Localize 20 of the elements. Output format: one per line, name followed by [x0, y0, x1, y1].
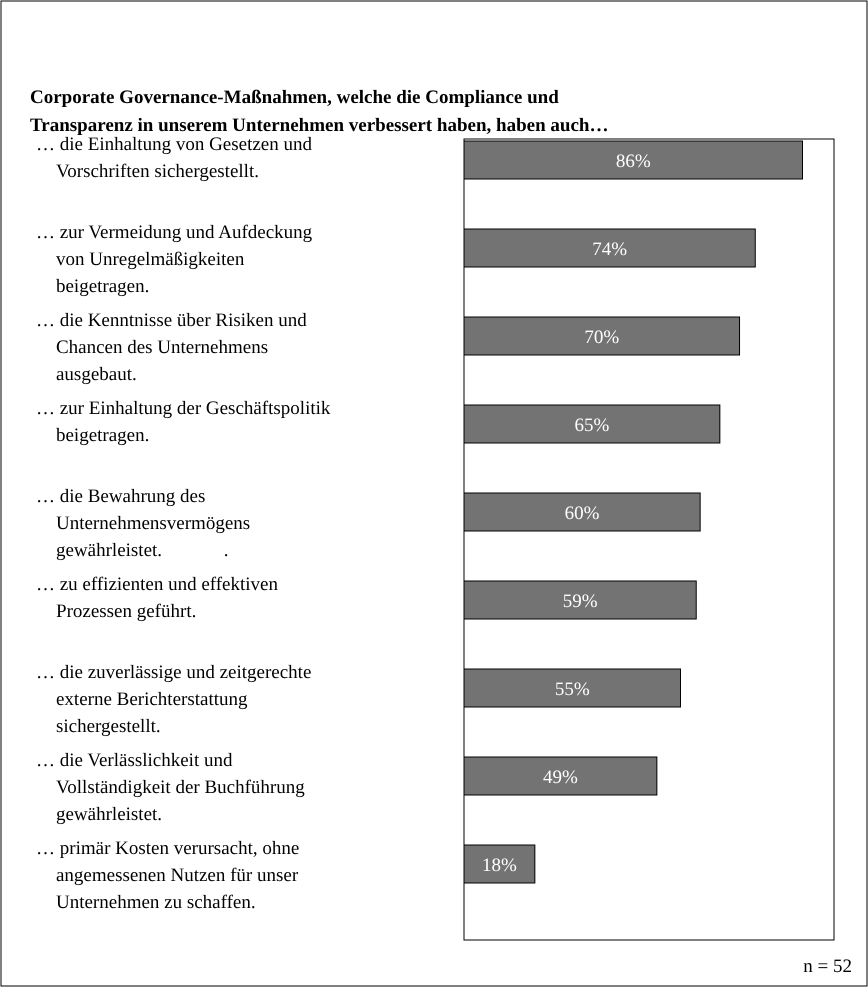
- data-label: 55%: [554, 679, 590, 700]
- y-tick-label: … die Verlässlichkeit und Vollständigkeit der Buchführung gewährleistet.: [36, 750, 306, 825]
- data-label: 59%: [562, 591, 598, 612]
- data-label: 65%: [574, 415, 610, 436]
- y-tick-label: … die Einhaltung von Gesetzen und Vorschriften sichergestellt.: [36, 134, 312, 182]
- text: n = 52: [803, 956, 852, 977]
- y-tick-label: … zur Einhaltung der Geschäftspolitik beigetragen.: [36, 398, 331, 446]
- y-tick-label: … die zuverlässige und zeitgerechte externe Berichterstattung sichergestellt.: [36, 662, 312, 737]
- y-tick-label: … primär Kosten verursacht, ohne angemessenen Nutzen für unser Unternehmen zu schaffen.: [36, 838, 300, 913]
- chart-title: Corporate Governance-Maßnahmen, welche die Compliance und Transparenz in unserem Unternehmen verbessert haben, haben auch…: [30, 87, 608, 136]
- data-label: 70%: [584, 327, 620, 348]
- data-label: 18%: [482, 855, 518, 876]
- y-tick-label: … zu effizienten und effektiven Prozessen geführt.: [36, 574, 278, 622]
- data-label: 74%: [592, 239, 628, 260]
- y-tick-label: … die Bewahrung des Unternehmensvermögens gewährleistet. .: [36, 486, 250, 561]
- data-label: 60%: [564, 503, 600, 524]
- y-tick-label: … zur Vermeidung und Aufdeckung von Unregelmäßigkeiten beigetragen.: [36, 222, 313, 297]
- data-label: 49%: [543, 767, 578, 788]
- data-label: 86%: [616, 151, 651, 172]
- y-tick-label: … die Kenntnisse über Risiken und Chancen des Unternehmens ausgebaut.: [36, 310, 308, 385]
